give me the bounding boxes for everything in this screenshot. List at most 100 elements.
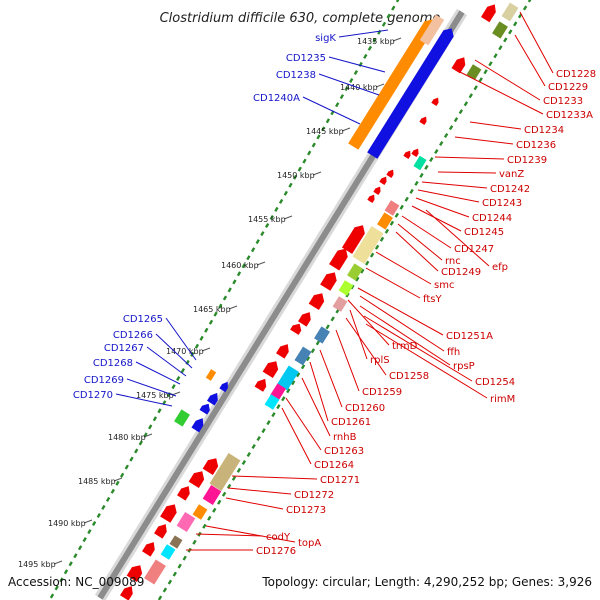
gene-label-cd1273[interactable]: CD1273 [225,497,326,516]
gene-label-vanz[interactable]: vanZ [437,169,524,180]
gene-label-cd1233a[interactable]: CD1233A [459,71,593,121]
reverse-gene[interactable] [384,200,400,216]
gene-label-cd1267[interactable]: CD1267 [104,343,187,377]
reverse-gene-small[interactable] [386,168,395,178]
gene-label-ftsy[interactable]: ftsY [365,267,442,305]
gene-label-cd1266[interactable]: CD1266 [113,330,193,369]
gene-label-rpls[interactable]: rplS [349,309,390,366]
reverse-gene[interactable] [188,468,208,488]
gene-label-ffh[interactable]: ffh [359,295,460,358]
reverse-gene[interactable] [177,483,193,501]
gene-label-cd1258[interactable]: CD1258 [345,317,429,382]
forward-gene[interactable] [207,391,221,406]
reverse-gene[interactable] [169,535,183,549]
gene-label-cody[interactable]: codY [195,532,291,543]
reverse-gene[interactable] [320,269,340,291]
reverse-gene[interactable] [209,453,241,491]
reverse-gene[interactable] [451,55,469,74]
gene-label-cd1245[interactable]: CD1245 [411,205,504,238]
gene-label-cd1234[interactable]: CD1234 [469,121,564,136]
reverse-gene-small[interactable] [419,115,428,125]
gene-label-cd1265[interactable]: CD1265 [123,314,197,361]
gene-label-cd1229[interactable]: CD1229 [514,34,588,93]
reverse-gene[interactable] [277,365,299,391]
gene-label-cd1235[interactable]: CD1235 [286,53,386,73]
reverse-gene-small[interactable] [367,193,376,203]
reverse-gene[interactable] [347,263,363,281]
forward-gene[interactable] [219,380,230,393]
gene-label-trmd[interactable]: trmD [347,299,418,352]
gene-label-cd1249[interactable]: CD1249 [395,231,481,278]
forward-gene-pale[interactable] [419,14,445,46]
gene-label-cd1264[interactable]: CD1264 [281,407,354,471]
gene-label-cd1236[interactable]: CD1236 [454,136,556,151]
gene-label-cd1254[interactable]: CD1254 [363,315,515,388]
reverse-gene[interactable] [501,2,519,22]
reverse-gene[interactable] [120,583,136,600]
reverse-gene[interactable] [144,559,166,585]
gene-label-rimm[interactable]: rimM [365,323,515,405]
gene-label-efp[interactable]: efp [425,209,508,273]
reverse-gene[interactable] [154,521,170,539]
gene-label-cd1244[interactable]: CD1244 [415,197,512,224]
forward-gene[interactable] [174,409,190,427]
gene-label-cd1272[interactable]: CD1272 [227,487,334,501]
reverse-gene-small[interactable] [379,175,388,185]
gene-label-cd1259[interactable]: CD1259 [335,329,402,398]
forward-gene[interactable] [199,401,213,415]
reverse-gene[interactable] [466,64,482,80]
gene-label-cd1243[interactable]: CD1243 [417,189,522,209]
gene-label-rpsp[interactable]: rpsP [359,305,475,372]
reverse-gene-pale-yellow[interactable] [352,226,384,264]
forward-gene[interactable] [191,416,206,433]
gene-label-cd1260[interactable]: CD1260 [319,349,385,414]
gene-label-cd1251a[interactable]: CD1251A [357,287,493,342]
gene-labels[interactable]: sigK CD1235 CD1238 CD1240A CD1265 CD1266 CD126… [73,11,596,557]
reverse-gene[interactable] [276,341,292,359]
gene-label-smc[interactable]: smc [375,251,454,291]
forward-gene-long-blue[interactable] [367,25,457,159]
reverse-gene[interactable] [298,309,314,327]
reverse-gene[interactable] [492,21,508,39]
reverse-gene[interactable] [142,539,158,557]
gene-label-cd1233[interactable]: CD1233 [474,59,583,107]
reverse-gene[interactable] [294,346,312,366]
gene-label-cd1276[interactable]: CD1276 [186,546,296,557]
reverse-gene[interactable] [126,562,146,582]
reverse-gene[interactable] [480,2,499,23]
gene-label-cd1263[interactable]: CD1263 [285,397,364,457]
gene-label-cd1238[interactable]: CD1238 [276,70,380,96]
reverse-gene[interactable] [329,245,351,271]
reverse-gene[interactable] [192,504,208,520]
gene-label-cd1228[interactable]: CD1228 [519,11,596,80]
gene-label-cd1239[interactable]: CD1239 [434,155,547,166]
reverse-gene[interactable] [202,455,222,475]
gene-label-cd1240a[interactable]: CD1240A [253,93,361,125]
reverse-gene-small[interactable] [431,96,440,106]
gene-label-cd1269[interactable]: CD1269 [84,375,177,397]
reverse-gene[interactable] [338,280,354,296]
gene-label-topa[interactable]: topA [205,525,321,549]
reverse-gene[interactable] [160,501,180,523]
reverse-gene[interactable] [202,485,222,505]
reverse-gene[interactable] [290,321,304,335]
gene-label-rnc[interactable]: rnc [397,223,461,267]
reverse-gene[interactable] [176,512,196,532]
gene-label-cd1242[interactable]: CD1242 [421,181,530,195]
reverse-gene-small[interactable] [403,149,412,159]
reverse-gene-small[interactable] [373,185,382,195]
gene-label-cd1268[interactable]: CD1268 [93,358,181,385]
reverse-gene[interactable] [308,290,328,310]
reverse-gene[interactable] [160,544,176,560]
reverse-gene[interactable] [262,358,282,378]
reverse-gene[interactable] [314,326,330,344]
reverse-gene[interactable] [264,394,280,410]
gene-label-cd1247[interactable]: CD1247 [401,215,494,255]
gene-features[interactable] [120,2,519,600]
gene-label-cd1270[interactable]: CD1270 [73,390,173,407]
forward-gene-long-orange[interactable] [348,16,438,150]
gene-label-sigk[interactable]: sigK [315,29,389,44]
reverse-gene[interactable] [413,155,427,171]
reverse-gene[interactable] [254,376,270,392]
